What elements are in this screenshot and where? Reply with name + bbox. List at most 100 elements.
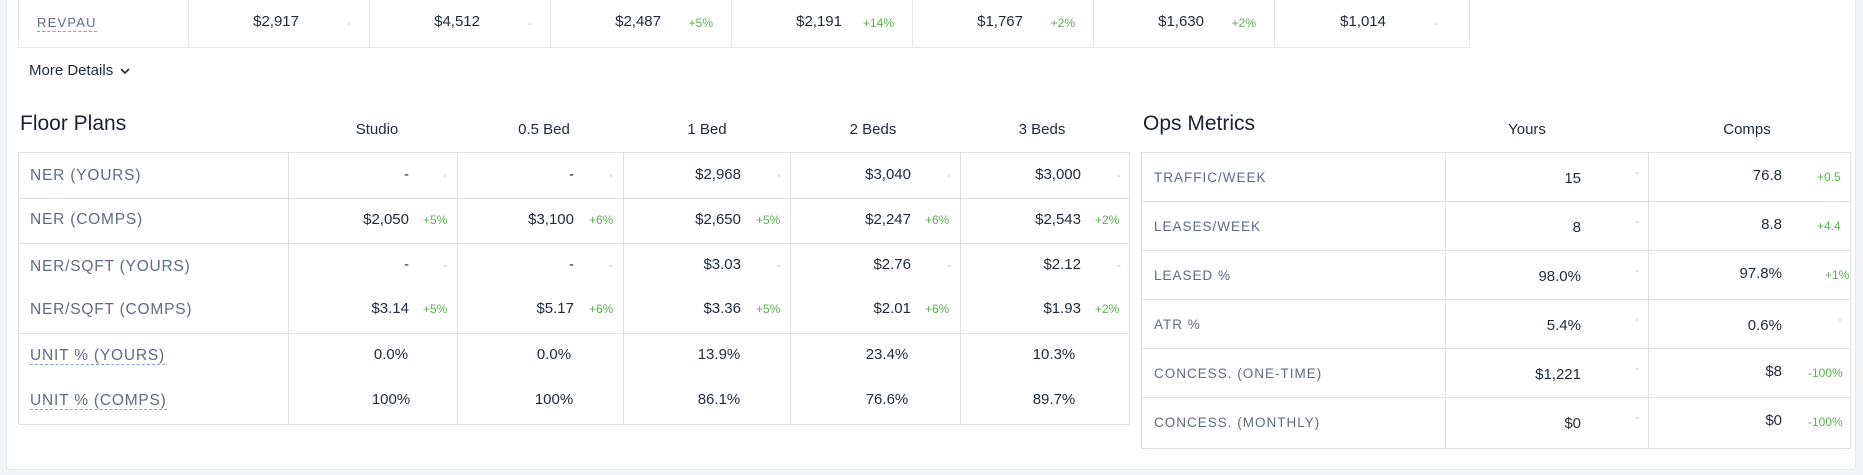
cell-value: 86.1% [697,391,741,408]
row-label: LEASED % [1154,268,1232,283]
column-divider [288,153,289,424]
cell-value: 0.0% [373,346,409,363]
revpau-cell: $4,512 - [370,0,551,47]
floor-plans-title: Floor Plans [20,112,127,135]
row-label: NER/SQFT (YOURS) [30,258,191,275]
cell-change: +5% [423,213,448,227]
column-divider [1648,153,1649,448]
cell-value: $3,000 [1035,166,1081,183]
cell-value: $2,650 [695,211,741,228]
cell-change: +5% [423,302,448,316]
cell-change: - [609,258,613,272]
row-label[interactable]: UNIT % (YOURS) [30,347,165,365]
yours-value: $0 [1564,415,1581,432]
cell-value: 0.0% [536,346,572,363]
yours-change: - [1635,312,1639,326]
yours-value: 15 [1564,170,1581,187]
cell-value: - [569,166,574,183]
comps-value: 76.8 [1752,167,1782,184]
cell-change: +6% [925,302,950,316]
table-row-traffic: TRAFFIC/WEEK 15 - 76.8 +0.5 [1142,153,1850,202]
column-divider [623,153,624,424]
more-details-label: More Details [29,62,114,79]
chevron-down-icon [120,68,130,74]
cell-value: $3.03 [703,256,741,273]
column-divider [1445,153,1446,448]
revpau-value: $2,487 [615,13,661,30]
comps-change: -100% [1808,366,1843,380]
revpau-cell: $2,487 +5% [551,0,732,47]
revpau-change: +14% [862,16,894,30]
revpau-value: $2,191 [796,13,842,30]
cell-value: $2.01 [873,300,911,317]
table-row-group-ner-sqft: NER/SQFT (YOURS) - - - - $3.03 - $2.76 -… [19,244,1129,334]
column-header-studio: Studio [355,121,399,138]
comps-change: +1% [1825,268,1850,282]
revpau-value: $1,630 [1158,13,1204,30]
cell-value: $3,100 [528,211,574,228]
cell-change: +6% [589,213,614,227]
cell-value: 10.3% [1032,346,1076,363]
column-divider [790,153,791,424]
row-label-text: UNIT % (COMPS) [30,392,167,410]
cell-value: - [404,166,409,183]
cell-value: 76.6% [865,391,909,408]
column-header-half-bed: 0.5 Bed [518,121,570,138]
cell-value: 13.9% [697,346,741,363]
yours-value: 5.4% [1546,317,1581,334]
comps-change: - [1838,312,1842,326]
cell-value: $2,050 [363,211,409,228]
more-details-toggle[interactable]: More Details [29,62,131,79]
comps-change: +4.4 [1817,219,1841,233]
cell-change: +2% [1095,213,1120,227]
comps-value: $0 [1765,412,1782,429]
row-label: NER/SQFT (COMPS) [30,301,193,318]
cell-value: $5.17 [536,300,574,317]
revpau-change: - [528,16,532,30]
cell-value: $2,968 [695,166,741,183]
cell-change: +6% [589,302,614,316]
row-label: CONCESS. (ONE-TIME) [1154,366,1323,381]
cell-value: 89.7% [1032,391,1076,408]
cell-value: $2,543 [1035,211,1081,228]
row-label: LEASES/WEEK [1154,219,1262,234]
row-label: CONCESS. (MONTHLY) [1154,415,1321,430]
column-header-yours: Yours [1508,121,1546,138]
cell-value: 100% [534,391,574,408]
cell-value: - [404,256,409,273]
cell-change: - [1117,168,1121,182]
metrics-card: REVPAU $2,917 - $4,512 - $2,487 +5% $2,191 +… [6,0,1856,470]
comps-value: 97.8% [1739,265,1782,282]
revpau-value: $4,512 [434,13,480,30]
cell-value: 100% [371,391,411,408]
table-row-ner-yours: NER (YOURS) - - - - $2,968 - $3,040 - $3… [19,153,1129,199]
table-row-leased-pct: LEASED % 98.0% - 97.8% +1% [1142,251,1850,300]
ops-metrics-title: Ops Metrics [1143,112,1256,135]
comps-value: 0.6% [1747,317,1782,334]
revpau-change: +5% [688,16,713,30]
column-divider [960,153,961,424]
cell-change: +6% [925,213,950,227]
revpau-label-text[interactable]: REVPAU [37,15,97,32]
revpau-cell: $1,630 +2% [1094,0,1275,47]
revpau-change: - [1434,16,1438,30]
cell-change: - [777,258,781,272]
comps-value: $8 [1765,363,1782,380]
cell-value: 23.4% [865,346,909,363]
row-label[interactable]: UNIT % (COMPS) [30,392,167,410]
column-header-comps: Comps [1723,121,1771,138]
yours-change: - [1635,165,1639,179]
cell-change: - [443,258,447,272]
cell-change: +5% [756,302,781,316]
table-row-concess-monthly: CONCESS. (MONTHLY) $0 - $0 -100% [1142,398,1850,448]
cell-change: - [609,168,613,182]
row-label: ATR % [1154,317,1201,332]
revpau-value: $1,767 [977,13,1023,30]
yours-value: 98.0% [1538,268,1581,285]
row-label-text: UNIT % (YOURS) [30,347,165,365]
revpau-cell: $2,191 +14% [732,0,913,47]
column-header-1-bed: 1 Bed [687,121,727,138]
cell-value: $3.36 [703,300,741,317]
comps-change: +0.5 [1817,170,1841,184]
cell-value: $1.93 [1043,300,1081,317]
